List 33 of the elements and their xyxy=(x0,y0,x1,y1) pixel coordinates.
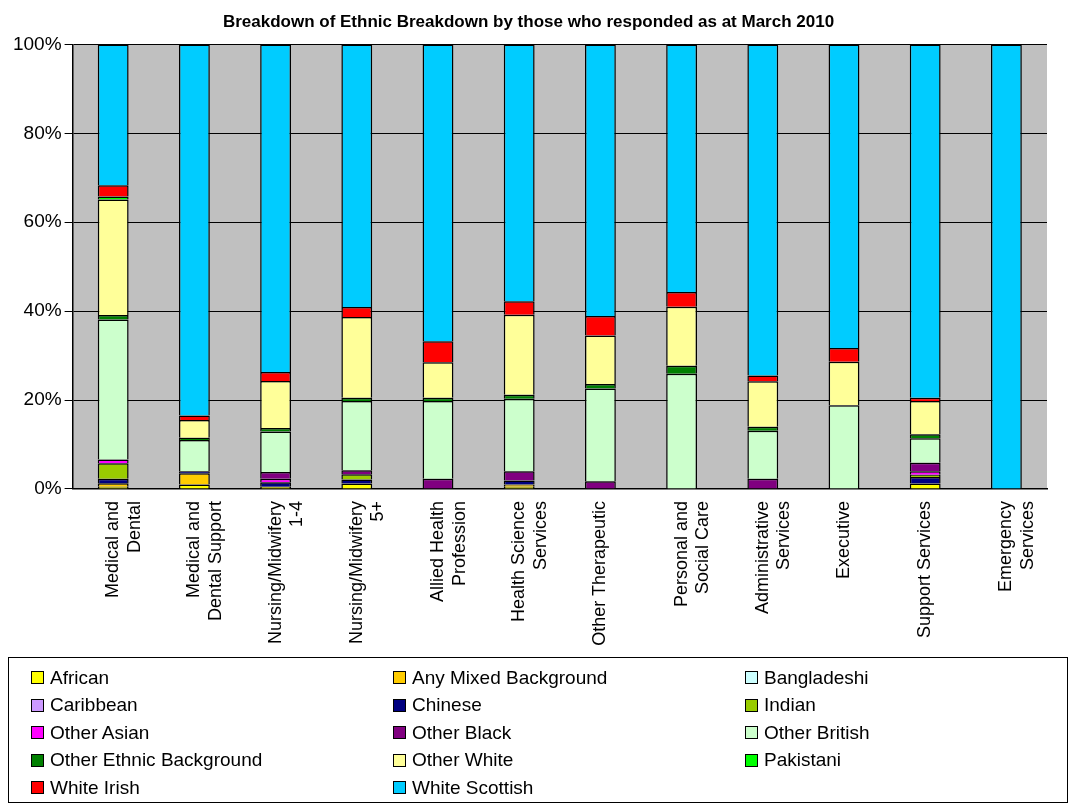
x-tick-label: Allied Health Profession xyxy=(426,500,469,602)
legend-label: Caribbean xyxy=(50,694,138,717)
y-tick-label: 20% xyxy=(23,388,62,410)
legend-label: White Scottish xyxy=(412,776,534,799)
legend-label: Pakistani xyxy=(764,749,842,772)
x-tick-label: Administrative Services xyxy=(751,500,794,614)
y-tick-label: 40% xyxy=(23,299,62,321)
x-tick-label: Health Science Services xyxy=(508,500,550,623)
y-tick-label: 80% xyxy=(23,121,62,143)
y-tick-label: 60% xyxy=(23,210,62,232)
x-tick-label: Nursing/Midwifery 1-4 xyxy=(264,500,307,644)
legend-label: Chinese xyxy=(412,694,482,717)
legend-label: Other White xyxy=(412,749,514,772)
y-tick-label: 0% xyxy=(34,477,62,499)
legend-label: Any Mixed Background xyxy=(412,666,608,689)
legend-label: Bangladeshi xyxy=(764,666,869,689)
legend-label: African xyxy=(50,666,110,689)
x-tick-label: Medical and Dental xyxy=(102,500,144,598)
y-tick-label: 100% xyxy=(12,32,62,54)
legend-label: Other Ethnic Background xyxy=(50,749,263,772)
legend-label: Other Black xyxy=(412,721,512,744)
x-tick-label: Nursing/Midwifery 5+ xyxy=(345,500,388,644)
legend-label: Indian xyxy=(764,694,816,717)
x-tick-label: Medical and Dental Support xyxy=(183,500,225,622)
legend-label: Other Asian xyxy=(50,721,150,744)
x-tick-label: Other Therapeutic xyxy=(589,500,610,646)
legend-label: White Irish xyxy=(50,776,140,799)
x-tick-label: Executive xyxy=(832,500,853,579)
x-tick-label: Personal and Social Care xyxy=(670,500,713,608)
x-tick-label: Support Services xyxy=(914,500,935,639)
chart-title: Breakdown of Ethnic Breakdown by those who responded as at March 2010 xyxy=(222,11,835,31)
legend-label: Other British xyxy=(764,721,870,744)
x-tick-label: Emergency Services xyxy=(995,500,1037,592)
